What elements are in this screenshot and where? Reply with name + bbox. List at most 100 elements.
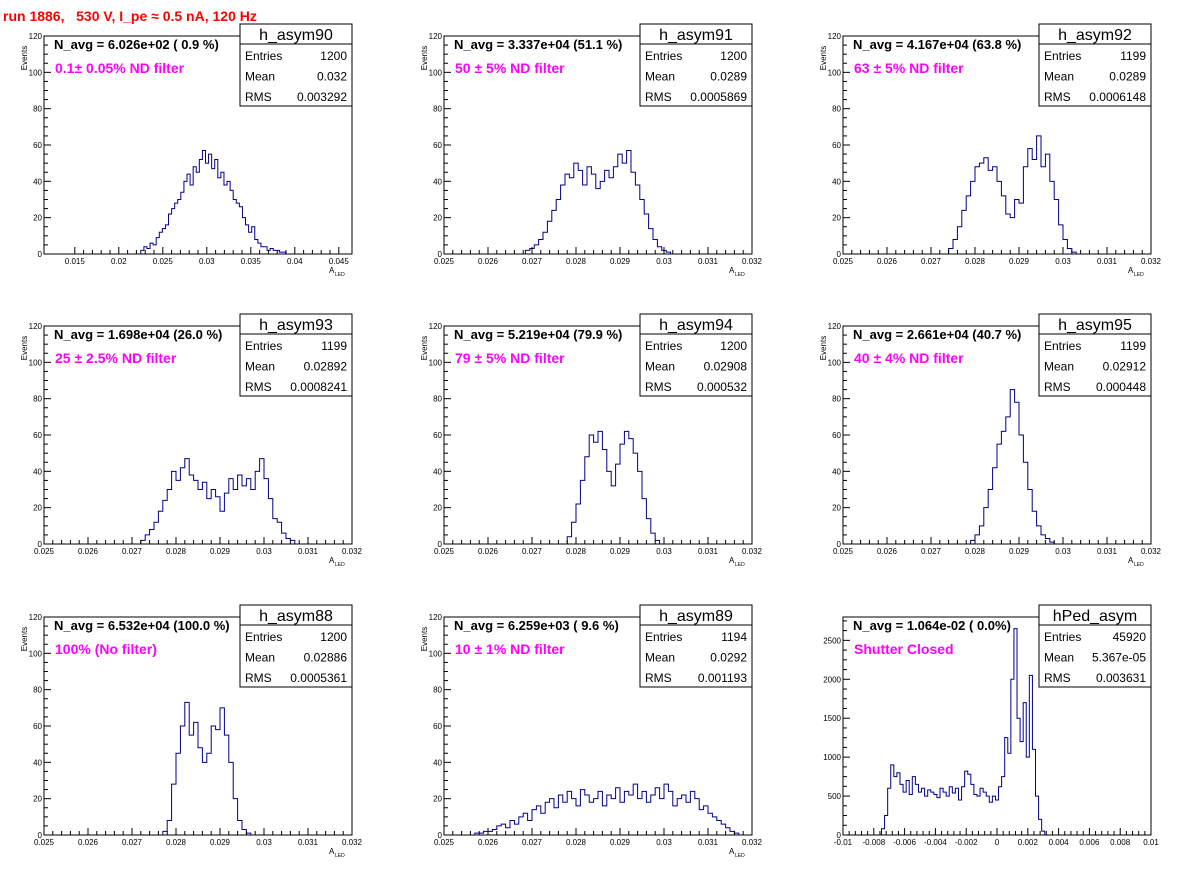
stats-label: Mean xyxy=(245,651,275,665)
y-tick-label: 120 xyxy=(429,322,443,331)
x-tick-label: 0.025 xyxy=(153,257,174,266)
histogram-line xyxy=(566,430,661,544)
y-tick-label: 40 xyxy=(433,758,442,767)
x-axis-label-subscript: LED xyxy=(1134,272,1144,278)
y-axis-label: Events xyxy=(819,336,828,360)
y-tick-label: 100 xyxy=(29,68,43,77)
x-axis-label: A xyxy=(1128,266,1134,275)
y-tick-label: 40 xyxy=(832,177,841,186)
y-tick-label: 40 xyxy=(33,177,42,186)
stats-label: Entries xyxy=(1044,49,1081,63)
x-tick-label: -0.008 xyxy=(862,838,885,847)
y-tick-label: 60 xyxy=(433,431,442,440)
histogram-panel-h_asym88: 0.025 0.026 0.027 0.028 0.029 0.03 0.031 0.032 0… xyxy=(20,604,363,859)
stats-box: h_asym95 Entries 1199 Mean 0.02912 RMS 0.00044… xyxy=(1038,313,1152,397)
y-tick-label: 120 xyxy=(828,32,842,41)
stats-box: hPed_asym Entries 45920 Mean 5.367e-05 RMS 0.0… xyxy=(1038,604,1152,688)
y-tick-label: 80 xyxy=(33,686,42,695)
filter-annotation: Shutter Closed xyxy=(854,641,954,657)
y-tick-label: 60 xyxy=(33,141,42,150)
histogram-name: h_asym95 xyxy=(1058,317,1132,334)
x-tick-label: 0.029 xyxy=(210,547,231,556)
y-tick-label: 0 xyxy=(837,540,842,549)
x-tick-label: 0.045 xyxy=(329,257,350,266)
x-axis-label-subscript: LED xyxy=(335,562,345,568)
stats-label: RMS xyxy=(1044,90,1071,104)
stats-value: 0.003292 xyxy=(297,90,347,104)
y-tick-label: 20 xyxy=(433,214,442,223)
stats-value: 1200 xyxy=(720,339,747,353)
y-tick-label: 100 xyxy=(828,358,842,367)
y-tick-label: 40 xyxy=(33,758,42,767)
histogram-line xyxy=(970,389,1055,544)
x-axis-label-subscript: LED xyxy=(1134,562,1144,568)
stats-value: 0.0292 xyxy=(710,651,747,665)
stats-value: 0.003631 xyxy=(1096,671,1146,685)
x-tick-label: 0.028 xyxy=(965,257,986,266)
stats-label: Mean xyxy=(645,360,675,374)
y-tick-label: 20 xyxy=(433,504,442,513)
x-tick-label: 0.008 xyxy=(1110,838,1131,847)
stats-table-box xyxy=(639,624,753,688)
histogram-panel-h_asym90: 0.015 0.02 0.025 0.03 0.035 0.04 0.045 0 20 40 60 8… xyxy=(20,23,353,278)
y-tick-label: 80 xyxy=(832,105,841,114)
y-axis-label: Events xyxy=(20,627,29,651)
stats-label: Mean xyxy=(245,70,275,84)
x-tick-label: 0.028 xyxy=(566,257,587,266)
x-tick-label: 0.026 xyxy=(78,547,99,556)
x-tick-label: -0.01 xyxy=(834,838,853,847)
x-axis-label-subscript: LED xyxy=(735,562,745,568)
x-tick-label: 0.029 xyxy=(610,547,631,556)
histogram-name: h_asym93 xyxy=(259,317,333,334)
histogram-name: hPed_asym xyxy=(1053,608,1138,625)
histogram-line xyxy=(140,149,287,254)
x-tick-label: 0.026 xyxy=(478,838,499,847)
x-tick-label: 0.029 xyxy=(610,257,631,266)
x-axis-label-subscript: LED xyxy=(735,272,745,278)
x-tick-label: 0.032 xyxy=(742,547,763,556)
y-tick-label: 60 xyxy=(433,722,442,731)
x-tick-label: 0.03 xyxy=(656,838,672,847)
stats-label: RMS xyxy=(245,380,272,394)
filter-annotation: 25 ± 2.5% ND filter xyxy=(55,350,177,366)
stats-table-box xyxy=(1038,333,1152,397)
x-tick-label: 0.03 xyxy=(656,547,672,556)
stats-label: Entries xyxy=(245,49,282,63)
stats-table-box xyxy=(239,333,353,397)
y-tick-label: 60 xyxy=(832,141,841,150)
stats-value: 0.0008241 xyxy=(290,380,347,394)
x-tick-label: 0.03 xyxy=(1055,257,1071,266)
navg-annotation: N_avg = 3.337e+04 (51.1 %) xyxy=(454,37,622,52)
stats-value: 0.02892 xyxy=(304,360,348,374)
x-tick-label: 0.028 xyxy=(166,838,187,847)
y-tick-label: 80 xyxy=(832,395,841,404)
y-axis-label: Events xyxy=(819,46,828,70)
y-tick-label: 120 xyxy=(29,322,43,331)
stats-label: Entries xyxy=(645,49,682,63)
filter-annotation: 79 ± 5% ND filter xyxy=(455,350,565,366)
y-tick-label: 20 xyxy=(832,504,841,513)
y-tick-label: 0 xyxy=(38,831,43,840)
y-tick-label: 60 xyxy=(832,431,841,440)
x-tick-label: 0.032 xyxy=(1141,547,1162,556)
y-tick-label: 0 xyxy=(438,540,443,549)
stats-box: h_asym93 Entries 1199 Mean 0.02892 RMS 0.00082… xyxy=(239,313,353,397)
y-tick-label: 2000 xyxy=(823,675,841,684)
x-tick-label: 0.03 xyxy=(199,257,215,266)
y-tick-label: 0 xyxy=(438,831,443,840)
x-tick-label: 0.028 xyxy=(566,838,587,847)
x-tick-label: 0.035 xyxy=(241,257,262,266)
stats-value: 1199 xyxy=(321,339,347,353)
stats-label: Entries xyxy=(645,339,682,353)
x-tick-label: 0.025 xyxy=(833,257,854,266)
y-tick-label: 60 xyxy=(33,431,42,440)
y-tick-label: 2500 xyxy=(823,636,841,645)
histogram-name: h_asym88 xyxy=(259,608,333,625)
x-axis-label: A xyxy=(329,847,335,856)
y-tick-label: 0 xyxy=(837,250,842,259)
x-tick-label: 0.031 xyxy=(1097,547,1118,556)
x-tick-label: 0.032 xyxy=(742,838,763,847)
stats-label: RMS xyxy=(645,671,672,685)
histogram-name: h_asym90 xyxy=(259,27,333,44)
y-tick-label: 80 xyxy=(33,395,42,404)
